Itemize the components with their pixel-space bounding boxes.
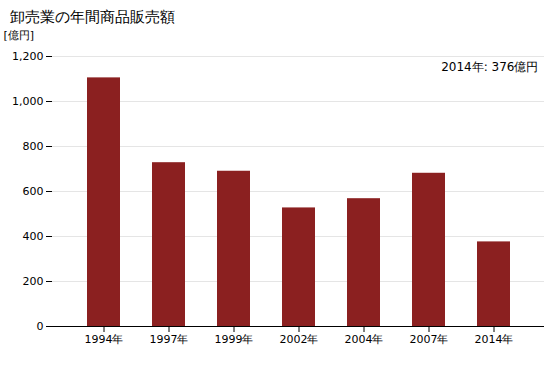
- svg-text:2007年: 2007年: [410, 333, 449, 346]
- svg-text:400: 400: [23, 230, 44, 243]
- svg-text:[億円]: [億円]: [4, 29, 35, 42]
- svg-text:1997年: 1997年: [150, 333, 189, 346]
- svg-text:2014年: 376億円: 2014年: 376億円: [441, 60, 538, 74]
- svg-text:800: 800: [23, 140, 44, 153]
- svg-text:200: 200: [23, 275, 44, 288]
- svg-text:1999年: 1999年: [215, 333, 254, 346]
- svg-text:1,200: 1,200: [12, 50, 44, 63]
- html-text:卸売業の年間商品販売額: 卸売業の年間商品販売額: [10, 8, 175, 26]
- svg-text:2004年: 2004年: [345, 333, 384, 346]
- svg-text:600: 600: [23, 185, 44, 198]
- svg-text:1994年: 1994年: [85, 333, 124, 346]
- svg-text:2002年: 2002年: [280, 333, 319, 346]
- svg-text:2014年: 2014年: [475, 333, 514, 346]
- svg-text:0: 0: [37, 320, 44, 333]
- svg-text:1,000: 1,000: [12, 95, 44, 108]
